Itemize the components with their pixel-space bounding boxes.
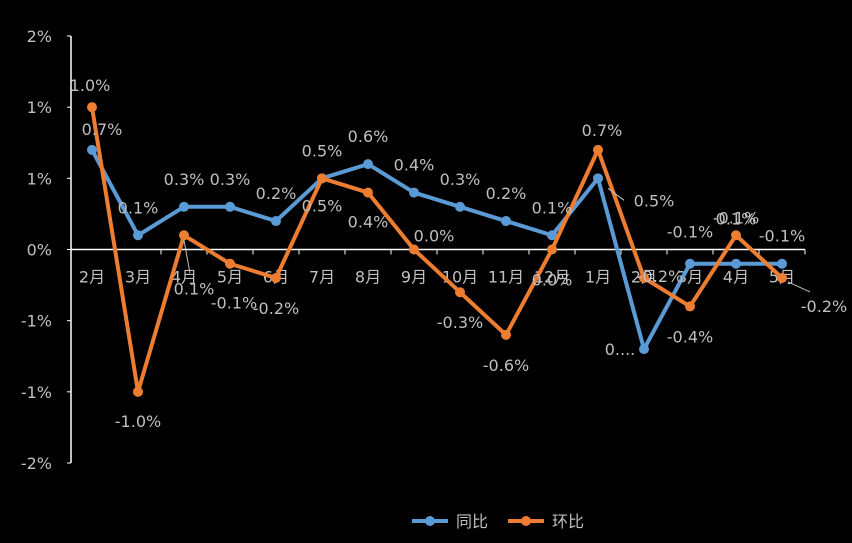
data-label: 0.2% [486,184,527,203]
legend-label: 环比 [552,512,584,531]
data-label: 0.1% [532,198,573,217]
data-point [317,173,327,184]
data-point [731,230,741,241]
data-label: -0.4% [667,327,713,346]
data-point [777,258,787,269]
data-point [547,244,557,255]
data-label: 0.5% [634,191,675,210]
data-point [501,329,511,340]
data-label: 0.... [605,340,636,359]
x-tick-label: 8月 [355,268,381,287]
data-label: 1.0% [70,76,111,95]
y-tick-label: 0% [27,241,52,260]
leader-line [183,240,191,274]
data-label: 0.7% [582,121,623,140]
y-tick-label: 2% [27,27,52,46]
data-label: 0.3% [164,170,205,189]
data-label: 0.1% [716,209,757,228]
x-tick-label: 5月 [217,268,243,287]
data-label: 0.0% [532,271,573,290]
data-label: 0.3% [210,170,251,189]
data-point [409,187,419,198]
data-point [501,216,511,227]
data-label: -1.0% [115,412,161,431]
data-point [225,258,235,269]
data-point [455,201,465,212]
data-point [593,173,603,184]
legend-label: 同比 [456,512,488,531]
data-point [363,159,373,170]
data-point [639,344,649,355]
data-point [179,230,189,241]
leader-line [607,187,625,201]
data-label: 0.5% [302,196,343,215]
data-labels: 0.7% 0.1% 0.3% 0.3% 0.2% 0.5% 0.6% 0.4% 0.3% 0.2%… [70,76,848,431]
data-label: 0.5% [302,141,343,160]
data-label: 0.4% [394,156,435,175]
y-tick-label: -1% [21,312,52,331]
legend-swatch-marker [521,516,531,526]
data-point [133,230,143,241]
data-label: -0.1% [211,294,257,313]
data-point [179,201,189,212]
data-label: 0.3% [440,170,481,189]
data-point [547,230,557,241]
y-tick-label: -1% [21,383,52,402]
data-point [685,258,695,269]
x-tick-label: 4月 [171,268,197,287]
data-label: -0.2% [637,267,683,286]
data-point [363,187,373,198]
y-tick-label: -2% [21,454,52,473]
data-label: -0.1% [667,223,713,242]
data-label: -0.1% [713,209,759,228]
data-point [455,287,465,298]
data-point [271,216,281,227]
data-label: -0.6% [483,356,529,375]
y-axis: 2% 1% 1% 0% -1% -1% -2% [21,27,72,473]
data-point [87,102,97,113]
legend-swatch-marker [425,516,435,526]
data-label: 0.2% [256,184,297,203]
data-point [639,272,649,283]
series-lines [87,102,787,397]
series-line-mom [90,106,784,394]
data-point [685,301,695,312]
data-point [133,386,143,397]
data-label: 0.1% [118,198,159,217]
x-tick-label: 10月 [442,268,478,287]
x-tick-label: 7月 [309,268,335,287]
data-label: 0.6% [348,127,389,146]
data-point [777,272,787,283]
x-tick-label: 2月 [79,268,105,287]
data-point [593,144,603,155]
data-label: -0.3% [437,313,483,332]
data-label: 0.4% [348,213,389,232]
x-tick-label: 9月 [401,268,427,287]
x-tick-label: 3月 [125,268,151,287]
data-label: 0.7% [82,120,123,139]
data-label: 0.1% [174,279,215,298]
data-point [271,272,281,283]
x-tick-label: 1月 [585,268,611,287]
y-tick-label: 1% [27,169,52,188]
data-label: -0.2% [801,297,847,316]
y-tick-label: 1% [27,98,52,117]
data-label: 0.0% [414,227,455,246]
data-label: -0.1% [759,227,805,246]
data-point [87,144,97,155]
data-point [225,201,235,212]
series-line-yoy [90,148,782,352]
data-label: -0.2% [253,299,299,318]
x-tick-label: 12月 [534,268,570,287]
leader-line [787,281,811,293]
data-point [731,258,741,269]
legend: 同比 环比 [412,512,584,531]
x-tick-label: 11月 [488,268,524,287]
data-point [409,244,419,255]
x-tick-label: 4月 [723,268,749,287]
